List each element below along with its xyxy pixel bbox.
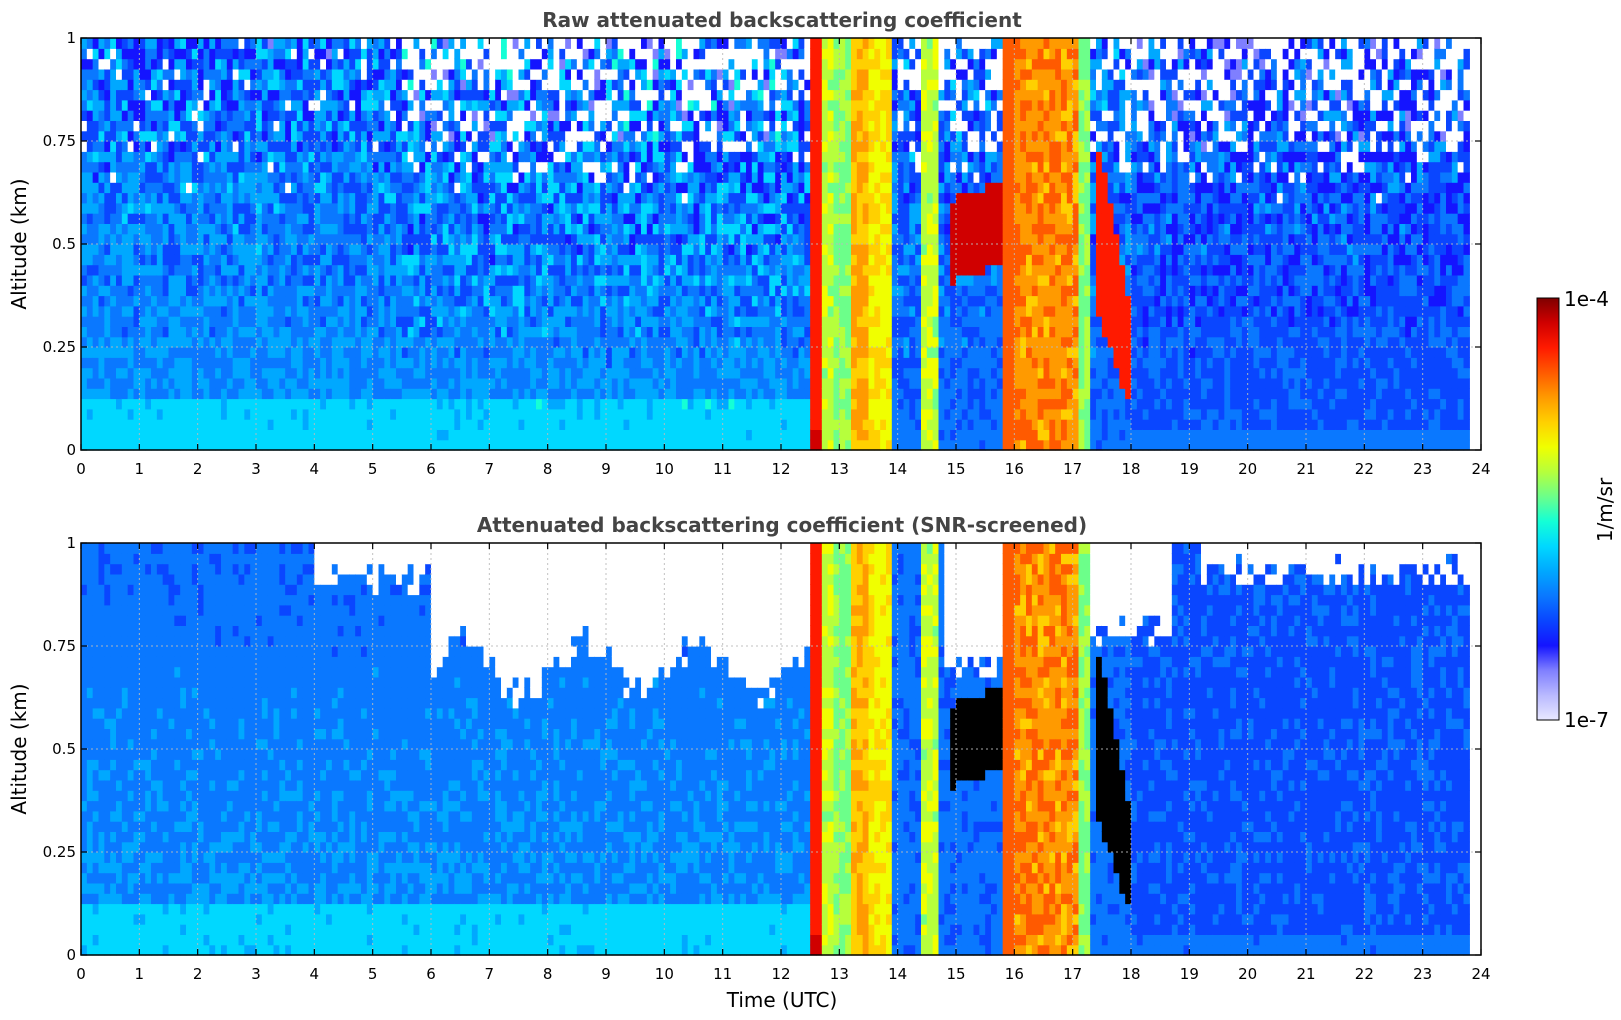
x-tick-label: 19 xyxy=(1180,460,1199,478)
x-tick-label: 23 xyxy=(1413,965,1432,983)
panel-screened-xticks: 0 1 2 3 4 5 6 7 8 9 10 11 12 13 14 15 16 17 18 19 20 21 22 23 24 xyxy=(76,543,1491,983)
x-tick-label: 17 xyxy=(1063,460,1082,478)
x-tick-label: 11 xyxy=(713,965,732,983)
x-tick-label: 10 xyxy=(655,965,674,983)
y-tick-label: 0.75 xyxy=(43,132,76,150)
x-tick-label: 5 xyxy=(368,460,378,478)
y-tick-label: 0 xyxy=(66,946,76,964)
y-tick-label: 0.5 xyxy=(52,235,76,253)
y-tick-label: 0.5 xyxy=(52,740,76,758)
x-tick-label: 9 xyxy=(601,460,611,478)
y-tick-label: 0.25 xyxy=(43,843,76,861)
x-tick-label: 6 xyxy=(426,460,436,478)
panel-raw-ylabel: Altitude (km) xyxy=(7,178,31,309)
x-tick-label: 13 xyxy=(830,965,849,983)
y-tick-label: 1 xyxy=(66,534,76,552)
panel-screened-heatmap xyxy=(81,543,1470,956)
x-tick-label: 17 xyxy=(1063,965,1082,983)
panel-raw: Raw attenuated backscattering coefficien… xyxy=(7,8,1491,478)
x-tick-label: 1 xyxy=(135,460,145,478)
panel-screened-xlabel: Time (UTC) xyxy=(726,988,838,1012)
x-tick-label: 23 xyxy=(1413,460,1432,478)
x-tick-label: 21 xyxy=(1296,460,1315,478)
x-tick-label: 5 xyxy=(368,965,378,983)
x-tick-label: 2 xyxy=(193,965,203,983)
x-tick-label: 7 xyxy=(485,965,495,983)
x-tick-label: 3 xyxy=(251,965,261,983)
panel-raw-xticks: 0 1 2 3 4 5 6 7 8 9 10 11 12 13 14 15 16 17 18 19 20 21 22 23 24 xyxy=(76,38,1491,478)
x-tick-label: 12 xyxy=(771,460,790,478)
colorbar-unit-label: 1/m/sr xyxy=(1593,477,1617,542)
panel-screened-grid xyxy=(81,543,1481,955)
x-tick-label: 6 xyxy=(426,965,436,983)
x-tick-label: 11 xyxy=(713,460,732,478)
panel-raw-heatmap xyxy=(81,38,1470,451)
x-tick-label: 18 xyxy=(1121,460,1140,478)
panel-raw-grid xyxy=(81,38,1481,450)
x-tick-label: 20 xyxy=(1238,460,1257,478)
x-tick-label: 22 xyxy=(1355,965,1374,983)
x-tick-label: 0 xyxy=(76,460,86,478)
x-tick-label: 15 xyxy=(946,965,965,983)
panel-raw-title: Raw attenuated backscattering coefficien… xyxy=(542,8,1022,32)
y-tick-label: 1 xyxy=(66,29,76,47)
y-tick-label: 0.75 xyxy=(43,637,76,655)
x-tick-label: 9 xyxy=(601,965,611,983)
y-tick-label: 0 xyxy=(66,441,76,459)
panel-screened-ylabel: Altitude (km) xyxy=(7,683,31,814)
x-tick-label: 24 xyxy=(1471,460,1490,478)
colorbar-gradient xyxy=(1536,297,1560,721)
x-tick-label: 4 xyxy=(310,460,320,478)
x-tick-label: 13 xyxy=(830,460,849,478)
x-tick-label: 22 xyxy=(1355,460,1374,478)
x-tick-label: 14 xyxy=(888,460,907,478)
x-tick-label: 16 xyxy=(1005,460,1024,478)
x-tick-label: 12 xyxy=(771,965,790,983)
x-tick-label: 1 xyxy=(135,965,145,983)
panel-screened-title: Attenuated backscattering coefficient (S… xyxy=(477,513,1087,537)
x-tick-label: 14 xyxy=(888,965,907,983)
panel-screened-yticks: 0 0.25 0.5 0.75 1 xyxy=(43,534,1481,964)
panel-screened: Attenuated backscattering coefficient (S… xyxy=(7,513,1491,1012)
x-tick-label: 19 xyxy=(1180,965,1199,983)
x-tick-label: 4 xyxy=(310,965,320,983)
colorbar-min-label: 1e-7 xyxy=(1564,708,1609,732)
x-tick-label: 0 xyxy=(76,965,86,983)
x-tick-label: 20 xyxy=(1238,965,1257,983)
x-tick-label: 21 xyxy=(1296,965,1315,983)
panel-raw-yticks: 0 0.25 0.5 0.75 1 xyxy=(43,29,1481,459)
x-tick-label: 3 xyxy=(251,460,261,478)
x-tick-label: 16 xyxy=(1005,965,1024,983)
colorbar-max-label: 1e-4 xyxy=(1564,287,1609,311)
x-tick-label: 15 xyxy=(946,460,965,478)
x-tick-label: 8 xyxy=(543,965,553,983)
x-tick-label: 8 xyxy=(543,460,553,478)
x-tick-label: 24 xyxy=(1471,965,1490,983)
colorbar: 1e-4 1e-7 1/m/sr xyxy=(1536,287,1617,732)
x-tick-label: 18 xyxy=(1121,965,1140,983)
x-tick-label: 2 xyxy=(193,460,203,478)
x-tick-label: 7 xyxy=(485,460,495,478)
x-tick-label: 10 xyxy=(655,460,674,478)
y-tick-label: 0.25 xyxy=(43,338,76,356)
